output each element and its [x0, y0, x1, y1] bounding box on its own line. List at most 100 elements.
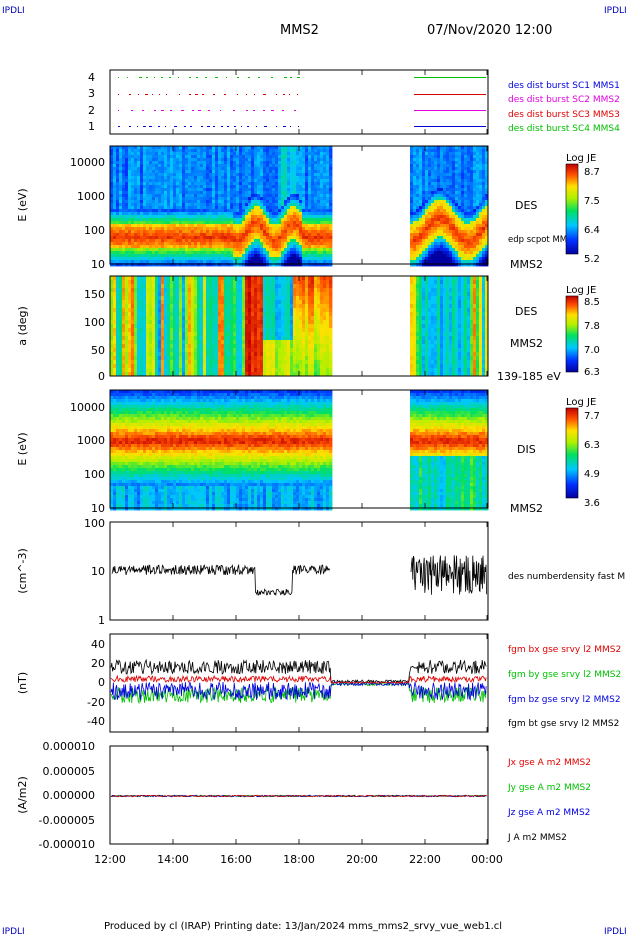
- spectrogram-cell: [110, 260, 114, 264]
- spectrogram-cell: [212, 308, 216, 313]
- spectrogram-cell: [176, 263, 180, 267]
- spectrogram-cell: [155, 356, 159, 361]
- spectrogram-cell: [317, 227, 321, 231]
- spectrogram-cell: [152, 308, 156, 313]
- spectrogram-cell: [122, 254, 126, 258]
- spectrogram-cell: [200, 221, 204, 225]
- spectrogram-cell: [242, 239, 246, 243]
- spectrogram-cell: [290, 158, 294, 162]
- spectrogram-cell: [185, 356, 189, 361]
- burst-mark: [241, 126, 242, 127]
- spectrogram-cell: [308, 212, 312, 216]
- spectrogram-cell: [146, 236, 150, 240]
- spectrogram-cell: [230, 179, 234, 183]
- spectrogram-cell: [182, 185, 186, 189]
- spectrogram-cell: [125, 179, 129, 183]
- spectrogram-cell: [131, 230, 135, 234]
- spectrogram-cell: [473, 179, 477, 183]
- spectrogram-cell: [230, 155, 234, 159]
- spectrogram-cell: [110, 179, 114, 183]
- spectrogram-cell: [479, 155, 483, 159]
- spectrogram-cell: [179, 332, 183, 337]
- spectrogram-cell: [149, 227, 153, 231]
- spectrogram-cell: [314, 218, 318, 222]
- spectrogram-cell: [221, 230, 225, 234]
- spectrogram-cell: [173, 191, 177, 195]
- spectrogram-cell: [146, 146, 150, 150]
- spectrogram-cell: [473, 236, 477, 240]
- spectrogram-cell: [479, 230, 483, 234]
- spectrogram-cell: [158, 257, 162, 261]
- spectrogram-cell: [146, 200, 150, 204]
- spectrogram-cell: [173, 206, 177, 210]
- spectrogram-cell: [314, 257, 318, 261]
- spectrogram-cell: [272, 254, 276, 258]
- spectrogram-cell: [155, 360, 159, 365]
- spectrogram-cell: [125, 236, 129, 240]
- spectrogram-cell: [200, 245, 204, 249]
- spectrogram-cell: [443, 182, 447, 186]
- spectrogram-cell: [464, 209, 468, 213]
- spectrogram-cell: [212, 254, 216, 258]
- burst-mark: [179, 94, 180, 95]
- spectrogram-cell: [254, 176, 258, 180]
- spectrogram-cell: [476, 209, 480, 213]
- spectrogram-cell: [464, 242, 468, 246]
- spectrogram-cell: [188, 221, 192, 225]
- spectrogram-cell: [131, 308, 135, 313]
- spectrogram-cell: [236, 158, 240, 162]
- spectrogram-cell: [155, 152, 159, 156]
- spectrogram-cell: [242, 230, 246, 234]
- spectrogram-cell: [146, 170, 150, 174]
- spectrogram-cell: [155, 173, 159, 177]
- spectrogram-cell: [233, 200, 237, 204]
- spectrogram-cell: [302, 224, 306, 228]
- spectrogram-cell: [410, 257, 414, 261]
- spectrogram-cell: [299, 200, 303, 204]
- spectrogram-cell: [236, 194, 240, 198]
- spectrogram-cell: [194, 360, 198, 365]
- spectrogram-cell: [191, 312, 195, 317]
- spectrogram-cell: [170, 188, 174, 192]
- spectrogram-cell: [194, 167, 198, 171]
- spectrogram-cell: [188, 227, 192, 231]
- spectrogram-cell: [443, 185, 447, 189]
- datetime-title: 07/Nov/2020 12:00: [427, 23, 552, 38]
- spectrogram-cell: [329, 257, 333, 261]
- spectrogram-cell: [302, 248, 306, 252]
- spectrogram-cell: [422, 218, 426, 222]
- spectrogram-cell: [449, 152, 453, 156]
- spectrogram-cell: [137, 248, 141, 252]
- spectrogram-cell: [284, 227, 288, 231]
- spectrogram-cell: [263, 242, 267, 246]
- spectrogram-cell: [125, 251, 129, 255]
- spectrogram-cell: [221, 260, 225, 264]
- spectrogram-cell: [143, 300, 147, 305]
- spectrogram-cell: [137, 170, 141, 174]
- spectrogram-cell: [272, 245, 276, 249]
- spectrogram-cell: [176, 245, 180, 249]
- spectrogram-cell: [140, 348, 144, 353]
- spectrogram-cell: [428, 215, 432, 219]
- spectrogram-cell: [413, 191, 417, 195]
- spectrogram-cell: [200, 152, 204, 156]
- burst-mark: [220, 110, 221, 111]
- spectrogram-cell: [209, 203, 213, 207]
- spectrogram-cell: [125, 200, 129, 204]
- spectrogram-cell: [317, 167, 321, 171]
- spectrogram-cell: [470, 239, 474, 243]
- spectrogram-cell: [470, 227, 474, 231]
- spectrogram-cell: [479, 158, 483, 162]
- spectrogram-cell: [197, 194, 201, 198]
- spectrogram-cell: [170, 221, 174, 225]
- spectrogram-cell: [413, 257, 417, 261]
- spectrogram-cell: [443, 167, 447, 171]
- spectrogram-cell: [194, 203, 198, 207]
- spectrogram-cell: [122, 212, 126, 216]
- spectrogram-cell: [197, 251, 201, 255]
- spectrogram-cell: [305, 167, 309, 171]
- spectrogram-cell: [482, 233, 486, 237]
- spectrogram-cell: [212, 206, 216, 210]
- spectrogram-cell: [269, 230, 273, 234]
- spectrogram-cell: [188, 245, 192, 249]
